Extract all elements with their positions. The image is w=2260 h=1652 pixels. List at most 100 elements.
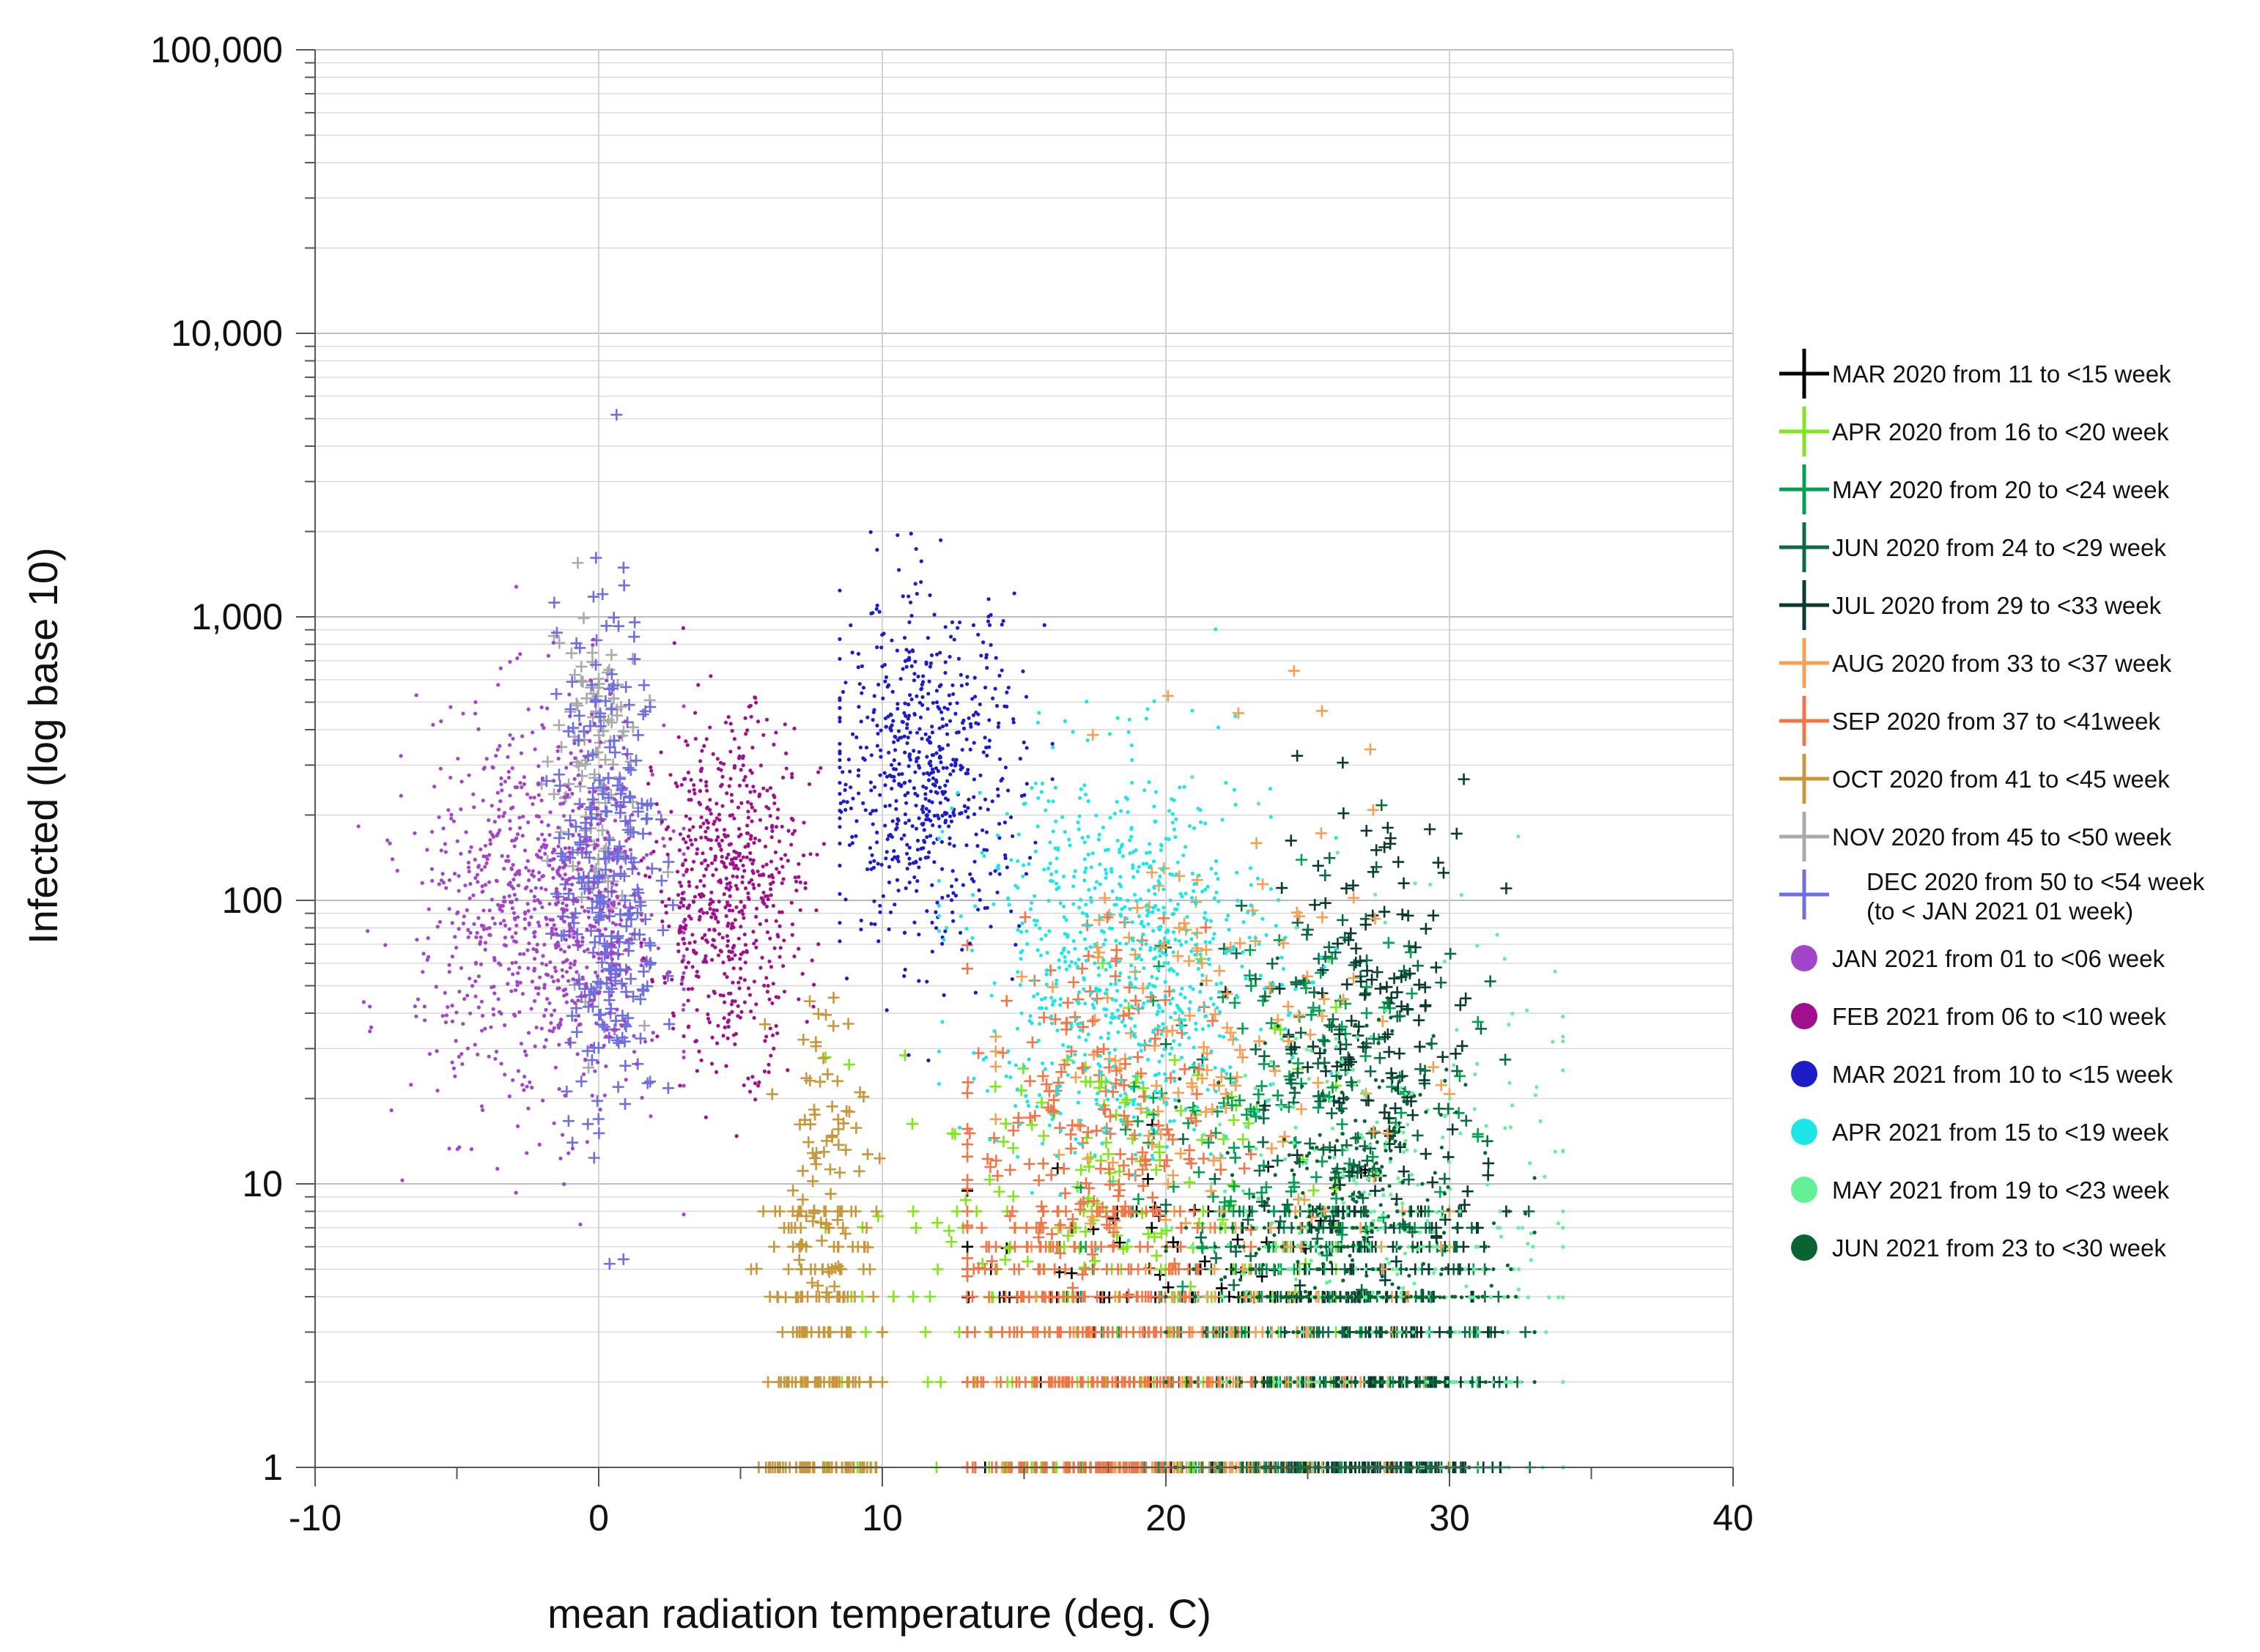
data-point <box>1041 1078 1053 1091</box>
data-point <box>575 660 588 673</box>
data-point <box>709 846 713 851</box>
data-point <box>533 986 539 990</box>
data-point <box>700 749 704 753</box>
data-point <box>1221 988 1233 1000</box>
data-point <box>571 875 575 880</box>
data-point <box>763 844 768 849</box>
data-point <box>1000 995 1013 1007</box>
data-point <box>547 1029 552 1033</box>
data-point <box>1007 1190 1019 1203</box>
data-point <box>896 729 901 733</box>
data-point <box>915 591 919 596</box>
data-point <box>531 869 535 873</box>
data-point <box>632 729 644 741</box>
data-point <box>671 1011 676 1015</box>
data-point <box>770 1033 775 1037</box>
data-point <box>1114 1291 1126 1303</box>
data-point <box>1075 1163 1087 1176</box>
data-point <box>1118 1079 1130 1092</box>
data-point <box>1350 942 1362 955</box>
data-point <box>1291 1067 1304 1079</box>
data-point <box>1114 1148 1126 1160</box>
data-point <box>780 775 786 780</box>
data-point <box>1399 1086 1411 1098</box>
data-point <box>1437 867 1450 879</box>
data-point <box>484 861 489 865</box>
data-point <box>447 963 451 967</box>
data-point <box>589 696 602 708</box>
data-point <box>512 1012 517 1017</box>
data-point <box>608 692 620 705</box>
data-point <box>903 812 907 817</box>
data-point <box>1331 1163 1343 1175</box>
data-point <box>676 735 681 739</box>
data-point <box>1035 1200 1048 1212</box>
data-point <box>720 936 725 940</box>
data-point <box>904 851 909 856</box>
data-point <box>955 701 959 705</box>
data-point <box>490 897 494 902</box>
data-point <box>840 1144 852 1156</box>
data-point <box>602 851 615 864</box>
data-point <box>876 1326 888 1338</box>
data-point <box>603 836 608 840</box>
data-point <box>1137 1179 1150 1192</box>
data-point <box>592 998 597 1002</box>
data-point <box>627 990 640 1003</box>
data-point <box>847 1376 860 1388</box>
data-point <box>1349 1132 1362 1144</box>
data-point <box>758 818 763 822</box>
data-point <box>547 788 560 801</box>
data-point <box>1031 1376 1044 1388</box>
data-point <box>570 882 575 886</box>
data-point <box>750 745 755 750</box>
data-point <box>904 648 909 652</box>
data-point <box>752 1015 756 1021</box>
data-point <box>683 917 687 922</box>
data-point <box>575 939 579 944</box>
data-point <box>1024 694 1029 699</box>
data-point <box>752 979 757 984</box>
data-point <box>1350 956 1362 968</box>
data-point <box>566 675 578 688</box>
data-point <box>561 801 566 806</box>
data-point <box>518 652 522 656</box>
data-point <box>1107 1240 1119 1253</box>
data-point <box>526 820 531 825</box>
data-point <box>687 884 692 888</box>
data-point <box>701 821 706 826</box>
data-point <box>497 815 501 819</box>
data-point <box>662 723 666 727</box>
data-point <box>594 906 606 919</box>
data-point <box>517 1010 522 1015</box>
data-point <box>558 1156 563 1160</box>
data-point <box>1013 1263 1025 1275</box>
data-point <box>569 751 573 755</box>
data-point <box>841 1105 853 1117</box>
data-point <box>730 728 734 733</box>
data-point <box>806 1277 819 1289</box>
data-point <box>1011 720 1016 725</box>
data-point <box>679 982 684 986</box>
data-point <box>571 913 575 917</box>
data-point <box>774 730 778 735</box>
data-point <box>1008 1326 1020 1338</box>
data-point <box>526 707 531 711</box>
data-point <box>584 720 597 733</box>
data-point <box>736 980 741 985</box>
data-point <box>651 1031 655 1035</box>
data-point <box>920 694 925 700</box>
data-point <box>413 831 417 835</box>
data-point <box>1397 1166 1410 1178</box>
data-point <box>765 788 769 793</box>
data-point <box>810 958 814 963</box>
data-point <box>1282 1035 1294 1048</box>
data-point <box>1167 1169 1179 1182</box>
data-point <box>741 950 745 955</box>
data-point <box>1435 977 1447 989</box>
data-point <box>599 694 612 707</box>
data-point <box>1405 1095 1417 1108</box>
data-point <box>969 1326 981 1338</box>
data-point <box>904 801 909 805</box>
data-point <box>690 842 694 847</box>
